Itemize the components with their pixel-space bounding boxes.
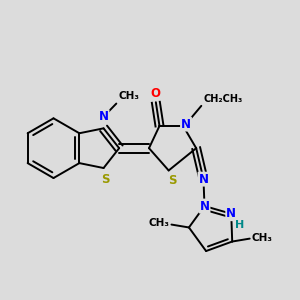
Text: S: S	[168, 174, 177, 187]
Text: CH₃: CH₃	[251, 232, 272, 242]
Text: CH₃: CH₃	[118, 91, 139, 101]
Text: O: O	[151, 87, 161, 100]
Text: CH₃: CH₃	[148, 218, 170, 229]
Text: N: N	[226, 207, 236, 220]
Text: N: N	[181, 118, 191, 130]
Text: S: S	[101, 173, 110, 186]
Text: N: N	[99, 110, 109, 123]
Text: H: H	[235, 220, 244, 230]
Text: N: N	[200, 200, 209, 213]
Text: CH₂CH₃: CH₂CH₃	[203, 94, 243, 104]
Text: N: N	[199, 172, 208, 186]
